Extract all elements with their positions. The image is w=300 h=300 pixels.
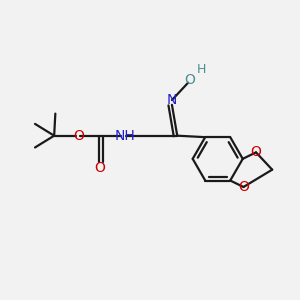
Text: O: O: [94, 161, 105, 175]
Text: O: O: [238, 180, 249, 194]
Text: O: O: [250, 146, 261, 159]
Text: O: O: [184, 73, 195, 87]
Text: NH: NH: [115, 129, 136, 143]
Text: O: O: [74, 129, 85, 143]
Text: H: H: [196, 63, 206, 76]
Text: N: N: [167, 93, 177, 107]
